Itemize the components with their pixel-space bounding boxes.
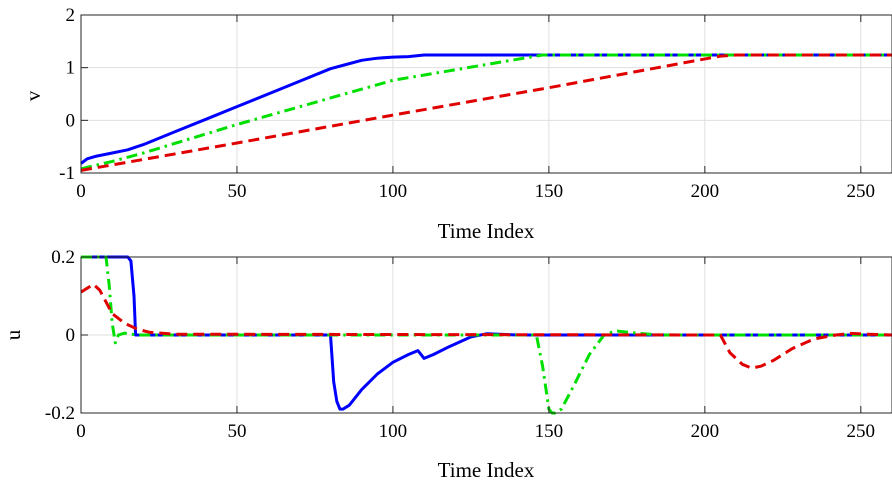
series-line-solid [80, 53, 892, 165]
x-tick-label: 0 [76, 181, 86, 202]
top-xlabel: Time Index [438, 219, 535, 243]
top-ylabel: v [21, 90, 45, 101]
bottom-xlabel: Time Index [438, 458, 535, 482]
y-tick-label: 0 [66, 110, 76, 131]
x-tick-label: 250 [847, 181, 876, 202]
y-tick-label: -0.2 [45, 403, 75, 424]
bottom-series-group [80, 255, 892, 415]
bottom-ticks: 0 50 100 150 200 250-0.200.2 [45, 247, 875, 442]
series-line-dashdot [80, 53, 892, 171]
x-tick-label: 0 [76, 421, 86, 442]
bottom-plot: 0 50 100 150 200 250-0.200.2 Time Index u [1, 247, 892, 482]
top-series-group [80, 53, 892, 172]
x-tick-label: 200 [691, 181, 720, 202]
top-plot-frame [80, 14, 892, 174]
y-tick-label: 0.2 [51, 247, 75, 268]
x-tick-label: 200 [691, 421, 720, 442]
x-tick-label: 100 [379, 181, 408, 202]
x-tick-label: 150 [535, 181, 564, 202]
y-tick-label: 2 [66, 5, 76, 26]
x-tick-label: 150 [535, 421, 564, 442]
x-tick-label: 250 [847, 421, 876, 442]
x-tick-label: 50 [227, 421, 246, 442]
bottom-ylabel: u [1, 329, 25, 340]
y-tick-label: 0 [66, 325, 76, 346]
series-line-dashed [80, 53, 892, 172]
x-tick-label: 100 [379, 421, 408, 442]
series-line-dashed [80, 282, 892, 370]
y-tick-label: -1 [59, 163, 75, 184]
y-tick-label: 1 [66, 58, 76, 79]
x-tick-label: 50 [227, 181, 246, 202]
